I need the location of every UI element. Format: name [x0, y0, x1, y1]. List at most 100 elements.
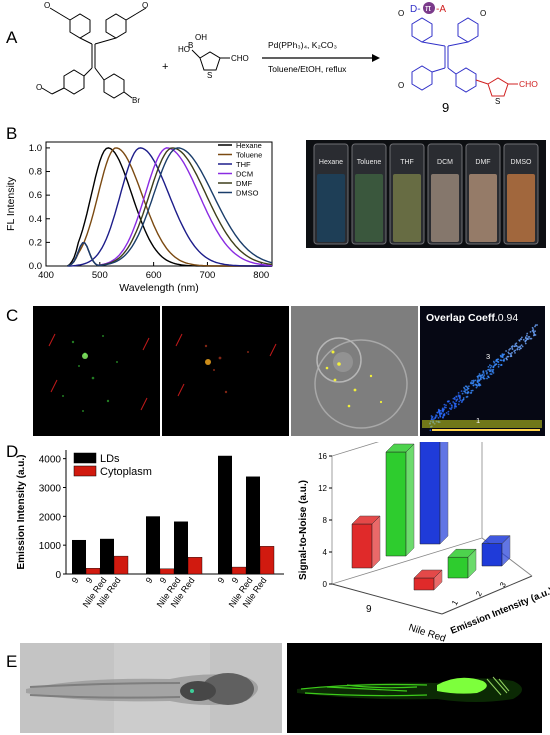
legend-label-dcm: DCM [236, 170, 253, 179]
coloc-point [492, 372, 495, 374]
z-tick-label: 4 [323, 548, 328, 557]
bar-lds [146, 516, 160, 574]
svg-text:O: O [398, 9, 404, 18]
coloc-point [488, 376, 490, 379]
coloc-point [502, 360, 505, 362]
coloc-point [529, 331, 532, 333]
legend-swatch-cytoplasm [73, 465, 97, 477]
coloc-point [513, 350, 516, 353]
coloc-point [450, 408, 452, 411]
coloc-point [522, 338, 525, 341]
coloc-tick-1: 1 [476, 416, 481, 425]
vial-label-dmf: DMF [475, 159, 490, 166]
vial-solution-hexane [317, 174, 345, 242]
coloc-point [499, 354, 502, 357]
coloc-point [511, 345, 514, 347]
coloc-point [487, 369, 489, 371]
colocalization-scatterplot: Overlap Coeff.0.94 3 1 [420, 306, 545, 436]
legend-label-dmf: DMF [236, 179, 253, 188]
x-tick-label: 9 [84, 575, 95, 585]
solvent-vials-photo: Hexane Toluene THF DCM DMF DMSO [306, 140, 546, 248]
coloc-point [534, 324, 537, 326]
coloc-point [497, 361, 500, 363]
plot-frame [45, 141, 273, 267]
coloc-point [524, 342, 527, 345]
coloc-point [475, 386, 478, 389]
vial-solution-dmf [469, 174, 497, 242]
coloc-point [520, 344, 523, 347]
coloc-point [445, 404, 447, 407]
coloc-point [501, 353, 504, 356]
emission-intensity-bar-chart: 0 1000 2000 3000 4000 Emission Intensity (a.u… [16, 450, 284, 609]
back-wall [331, 442, 483, 585]
coloc-point [503, 358, 506, 360]
svg-text:O: O [36, 83, 42, 92]
bar-cytoplasm [85, 568, 101, 575]
coloc-point [447, 400, 449, 403]
y-tick-label: 1000 [39, 541, 62, 552]
x-axis-label: Emission Intensity (a.u.) [449, 586, 550, 637]
coloc-point [466, 392, 469, 395]
y-axis-label: FL Intensity [5, 176, 17, 231]
coloc-point [478, 373, 481, 375]
coloc-point [497, 365, 500, 368]
bar-3d-front [385, 451, 407, 557]
panel-label-e: E [6, 652, 18, 671]
bar-cytoplasm [159, 568, 175, 575]
bar-cytoplasm [113, 555, 129, 575]
coloc-point [441, 407, 444, 410]
coloc-point [489, 373, 492, 375]
x-tick-label: 600 [146, 270, 162, 281]
panel-label-a: A [6, 28, 18, 47]
row-axis-line [331, 583, 443, 615]
x-tick-label: 3 [498, 580, 508, 589]
coloc-point [447, 410, 450, 413]
y-tick-label: 0.0 [29, 261, 42, 272]
compound-number: 9 [442, 100, 449, 115]
bar-3d-front [351, 523, 373, 569]
coloc-point [519, 338, 522, 340]
coloc-point [453, 396, 456, 399]
coloc-point [526, 332, 529, 335]
coloc-point [442, 416, 444, 419]
coloc-point [455, 402, 457, 405]
coloc-point [516, 348, 519, 351]
coloc-point [499, 359, 502, 362]
coloc-point [511, 348, 514, 350]
coloc-point [534, 325, 536, 328]
coloc-point [492, 368, 495, 371]
coloc-point [531, 330, 534, 332]
b-label: B [188, 41, 193, 50]
bromo-label: Br [132, 96, 140, 105]
s-label: S [207, 71, 212, 80]
bar-cytoplasm [187, 557, 203, 575]
coloc-point [476, 375, 479, 378]
legend-label-dmso: DMSO [236, 189, 259, 198]
coloc-point [453, 407, 456, 409]
coloc-point [455, 405, 457, 408]
spectrum-dmso [67, 147, 273, 267]
y-tick-label: 3000 [39, 483, 62, 494]
z-tick-label: 16 [318, 452, 327, 461]
coloc-point [491, 370, 494, 373]
overlap-coeff-label: Overlap Coeff. [426, 312, 498, 324]
coloc-point [501, 356, 504, 358]
bar-lds [100, 538, 114, 574]
coloc-point [514, 345, 516, 348]
coloc-point [486, 372, 488, 375]
row-label-nile-red: Nile Red [407, 622, 447, 642]
x-tick-label: 2 [474, 589, 484, 598]
coloc-point [515, 342, 518, 345]
bar-3d-side [405, 443, 415, 557]
coloc-point [478, 383, 481, 386]
coloc-point [479, 375, 482, 378]
coloc-point [440, 412, 442, 415]
coloc-point [495, 363, 498, 366]
coloc-point [482, 375, 485, 378]
coloc-point [457, 403, 460, 406]
bar-cytoplasm [259, 546, 275, 575]
coloc-point [452, 397, 455, 400]
coloc-point [457, 392, 460, 394]
coloc-point [533, 331, 535, 334]
legend-label-hexane: Hexane [236, 141, 262, 150]
